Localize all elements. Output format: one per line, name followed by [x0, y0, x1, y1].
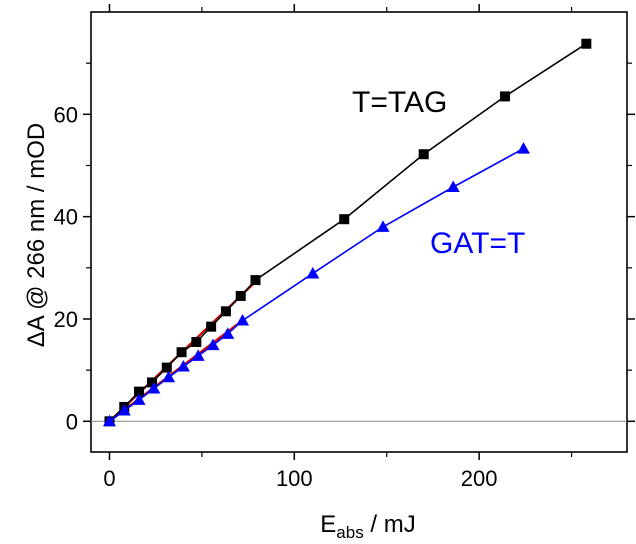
- data-point-square: [161, 362, 172, 373]
- y-tick-label: 40: [54, 205, 78, 230]
- data-point-triangle: [162, 370, 176, 383]
- axis-ticks-group: 0 100 200 0 20 40 60: [54, 4, 635, 491]
- data-point-triangle: [376, 220, 390, 232]
- data-point-square: [418, 149, 429, 160]
- data-point-triangle: [191, 349, 205, 361]
- data-point-square: [176, 347, 187, 358]
- data-point-triangle: [102, 414, 116, 427]
- x-tick-label: 0: [103, 466, 115, 491]
- data-point-square: [235, 290, 246, 301]
- data-point-triangle: [236, 314, 250, 326]
- data-point-triangle: [221, 327, 235, 339]
- y-axis-title: ΔA @ 266 nm / mOD: [23, 123, 50, 347]
- data-point-triangle: [117, 404, 131, 416]
- x-axis-title-main: E: [320, 511, 336, 538]
- y-tick-label: 20: [54, 307, 78, 332]
- data-point-square: [250, 275, 261, 286]
- data-point-triangle: [176, 360, 190, 372]
- data-point-triangle: [147, 382, 161, 394]
- data-point-square: [581, 38, 592, 49]
- data-point-square: [339, 214, 350, 225]
- data-point-square: [206, 321, 217, 332]
- x-tick-label: 100: [276, 466, 313, 491]
- data-point-square: [134, 386, 145, 397]
- series-group: [102, 38, 592, 427]
- data-point-triangle: [206, 338, 220, 351]
- x-axis-title-unit: / mJ: [364, 511, 416, 538]
- data-point-triangle: [306, 266, 320, 279]
- series-label-t-tag: T=TAG: [352, 86, 447, 119]
- data-point-triangle: [516, 142, 530, 154]
- data-point-square: [146, 377, 157, 388]
- plot-frame-group: [90, 11, 628, 453]
- x-tick-label: 200: [461, 466, 498, 491]
- x-axis-title: Eabs / mJ: [320, 511, 415, 542]
- series-label-gat-t: GAT=T: [430, 227, 525, 260]
- data-point-square: [500, 91, 511, 102]
- data-point-square: [220, 306, 231, 317]
- x-axis-title-subscript: abs: [336, 523, 363, 542]
- y-tick-label: 0: [66, 409, 78, 434]
- plot-frame: [90, 11, 628, 453]
- data-point-triangle: [446, 180, 460, 192]
- data-point-triangle: [132, 393, 146, 405]
- y-tick-label: 60: [54, 102, 78, 127]
- data-point-square: [191, 337, 202, 347]
